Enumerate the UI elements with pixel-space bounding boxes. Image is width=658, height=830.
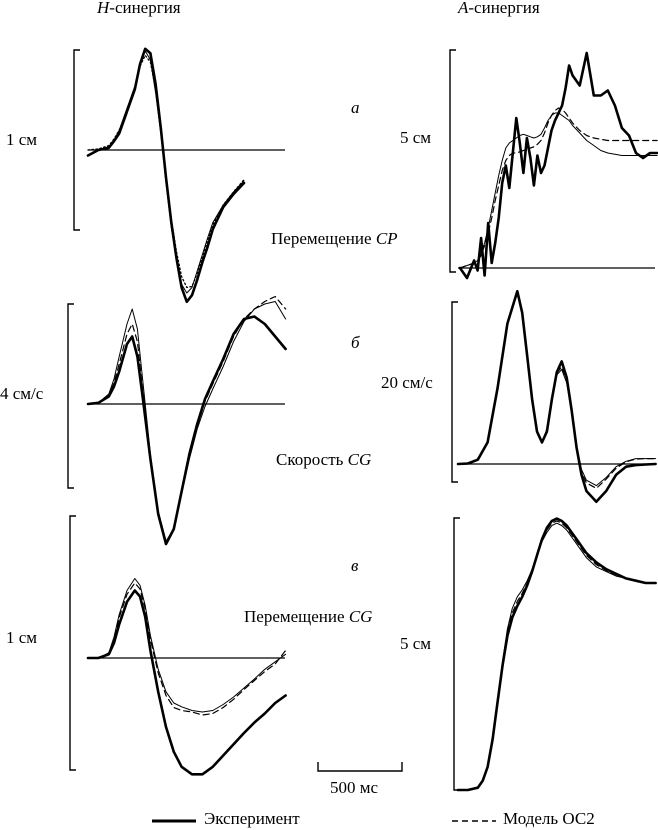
row-title-cp-displacement: Перемещение CP (271, 229, 398, 248)
chart-curves (86, 47, 658, 792)
right-column-title: A-синергия (458, 0, 540, 17)
bracket-h-c (69, 515, 76, 771)
series-line-h-a-dotted (87, 54, 245, 289)
series-line-h-b-solid_thin (87, 301, 287, 542)
time-scalebar (317, 762, 403, 772)
row-letter-b: б (351, 333, 360, 352)
legend-model-label: Модель ОС2 (503, 809, 595, 828)
series-line-h-a-solid_thick (86, 47, 246, 304)
bracket-h-a (73, 49, 80, 231)
scale-label-h-a: 1 см (6, 130, 38, 149)
row-letter-c: в (351, 556, 359, 575)
bracket-a-a (449, 49, 456, 273)
series-line-a-c-solid_thick (456, 517, 657, 792)
row-letter-a: а (351, 98, 360, 117)
scale-label-a-c: 5 см (400, 634, 432, 653)
baselines (88, 149, 655, 659)
series-line-a-a-solid_thick (458, 51, 658, 280)
series-line-a-b-dashed (457, 290, 657, 489)
series-line-h-b-dashed (87, 295, 287, 543)
scale-label-a-b: 20 см/с (381, 373, 433, 392)
series-line-a-b-solid_thick (456, 289, 657, 504)
scale-label-h-b: 4 см/с (0, 384, 44, 403)
series-line-h-b-solid_thick (86, 315, 287, 546)
scale-label-h-c: 1 см (6, 628, 38, 647)
series-line-h-c-solid_thin (87, 578, 287, 713)
bracket-a-b (451, 301, 458, 483)
legend-experiment-label: Эксперимент (204, 809, 300, 828)
scale-label-a-a: 5 см (400, 128, 432, 147)
series-line-a-c-solid_thin (457, 522, 657, 791)
series-line-a-b-solid_thin (457, 290, 657, 487)
row-title-cg-velocity: Скорость CG (276, 450, 372, 469)
series-line-a-a-dashed (459, 107, 658, 269)
bracket-a-c (453, 517, 460, 791)
time-scalebar-label: 500 мс (330, 778, 379, 797)
left-column-title: H-синергия (97, 0, 181, 17)
series-line-h-c-solid_thick (86, 589, 287, 776)
left-scale-brackets (67, 49, 460, 791)
bracket-h-b (67, 303, 74, 489)
series-line-a-a-solid_thin (459, 112, 658, 269)
series-line-h-c-dashed (87, 582, 287, 716)
row-title-cg-displacement: Перемещение CG (244, 607, 373, 626)
series-line-a-c-dashed (457, 520, 657, 791)
